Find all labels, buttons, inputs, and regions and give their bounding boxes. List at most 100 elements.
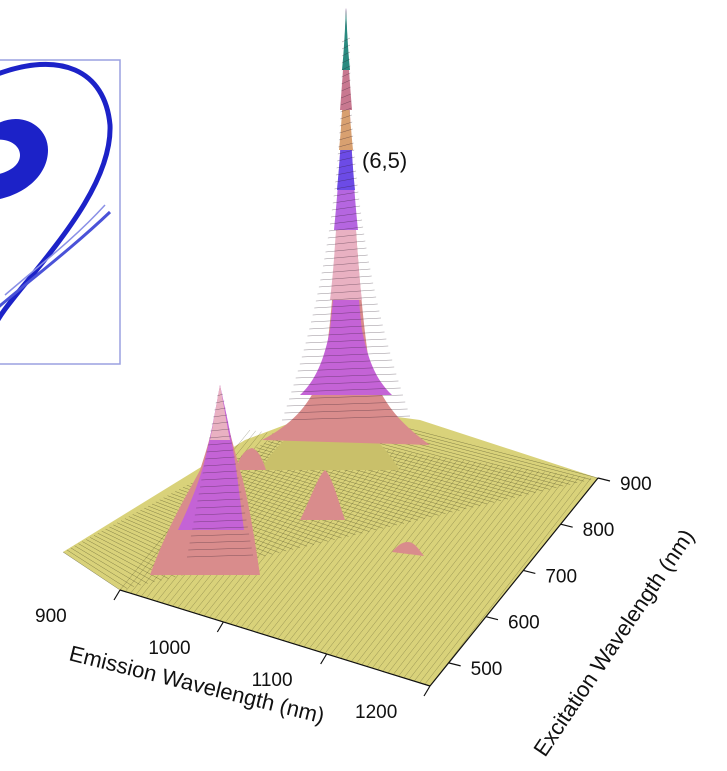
peak-contour-line: [318, 282, 374, 288]
excitation-axis-line: [429, 477, 599, 687]
peak-contour-line: [202, 470, 238, 474]
peak-contour-line: [303, 345, 389, 351]
peak-contour-line: [305, 338, 387, 344]
surface-mesh-line: [214, 444, 355, 620]
peak-contour-line: [309, 324, 383, 330]
peak-contour-line: [341, 86, 351, 92]
surface-mesh-line: [377, 469, 534, 670]
surface-mesh-line: [245, 449, 389, 630]
peak-contour-line: [341, 37, 351, 43]
surface-mesh-line: [219, 445, 361, 622]
peak-contour-line: [326, 240, 366, 246]
surface-mesh-line: [224, 446, 366, 623]
surface-mesh-line: [240, 448, 384, 628]
surface-mesh-line: [345, 464, 499, 661]
bump-3: [236, 448, 266, 470]
peak-contour-line: [194, 512, 246, 516]
peak-contour-line: [284, 408, 408, 414]
surface-mesh-line: [298, 457, 447, 646]
surface-mesh-line: [74, 545, 141, 586]
peak-contour-line: [324, 254, 368, 260]
excitation-tick-label: 700: [545, 566, 577, 587]
excitation-tick-mark: [523, 569, 536, 575]
surface-mesh-line: [398, 472, 557, 677]
secondary-peak-top: [210, 385, 230, 440]
peak-contour-line: [210, 428, 230, 432]
inset-frame: [0, 59, 121, 365]
surface-mesh-line: [308, 459, 459, 649]
surface-mesh-line: [203, 442, 343, 617]
excitation-tick-mark: [560, 523, 573, 528]
excitation-axis-ticks: 500 600 700 800 900: [448, 474, 652, 680]
peak-contour-line: [328, 226, 364, 232]
excitation-tick-label: 900: [620, 474, 652, 495]
surface-mesh-line: [217, 468, 398, 526]
inset-image: [0, 59, 121, 365]
excitation-tick-mark: [448, 662, 461, 667]
excitation-tick-label: 800: [583, 520, 615, 541]
surface-mesh-line: [382, 470, 540, 672]
peak-contour-line: [201, 477, 239, 481]
surface-mesh-line: [414, 475, 574, 682]
peak-contour-line: [325, 247, 367, 253]
excitation-tick-mark: [485, 616, 499, 621]
emission-tick-mark: [320, 653, 328, 665]
peak-contour-line: [299, 359, 393, 365]
peak-contour-line: [341, 44, 351, 50]
bump-1: [300, 470, 345, 520]
peak-contour-line: [341, 51, 351, 57]
peak-contour-line: [338, 142, 354, 148]
emission-tick-label: 1100: [252, 670, 293, 691]
peak-contour-line: [331, 205, 361, 211]
surface-mesh-line: [350, 465, 505, 662]
surface-mesh-line: [372, 468, 528, 669]
peak-contour-line: [214, 407, 226, 411]
surface-mesh-line: [361, 467, 517, 666]
peak-contour-line: [289, 394, 403, 400]
surface-mesh-line: [287, 455, 436, 643]
surface-mesh-line: [419, 476, 580, 683]
peak-contour-line: [334, 184, 358, 190]
surface-mesh-line: [266, 452, 413, 636]
peak-contour-line: [188, 547, 252, 551]
surface-mesh-line: [429, 477, 592, 687]
surface-mesh-line: [356, 466, 511, 664]
peak-contour-line: [317, 289, 375, 295]
peak-contour-line: [312, 310, 380, 316]
peak-contour-line: [339, 121, 353, 127]
peak-contour-line: [186, 554, 254, 558]
surface-mesh-line: [393, 472, 551, 675]
peak-contour-line: [315, 296, 377, 302]
inset-swirl-tail2: [4, 204, 106, 296]
peak-contour-line: [341, 58, 351, 64]
surface-mesh-line: [213, 470, 391, 527]
peak-contour-line: [333, 191, 359, 197]
excitation-axis-title: Excitation Wavelength (nm): [528, 524, 699, 760]
surface-mesh-line: [78, 543, 148, 584]
excitation-tick-mark: [597, 477, 611, 482]
peak-hatch: [186, 37, 411, 558]
peak-contour-line: [215, 400, 225, 404]
peak-contour-line: [323, 261, 369, 267]
peak-contour-line: [307, 331, 385, 337]
peak-contour-line: [310, 317, 382, 323]
peak-contour-line: [286, 401, 406, 407]
peak-contour-line: [190, 533, 250, 537]
peak-contour-line: [336, 163, 356, 169]
emission-tick-mark: [113, 589, 121, 601]
peak-contour-line: [206, 449, 234, 453]
peak-contour-line: [198, 491, 242, 495]
surface-mesh-line: [329, 462, 482, 656]
surface-mesh-line: [282, 455, 430, 641]
surface-mesh-line: [251, 450, 395, 631]
surface-mesh-line: [387, 471, 545, 674]
peak-contour-line: [197, 498, 243, 502]
peak-contour-line: [216, 393, 224, 397]
peak-contour-line: [341, 72, 351, 78]
surface-mesh-line: [66, 549, 128, 589]
surface-mesh-line: [319, 460, 470, 652]
peak-contour-line: [192, 526, 248, 530]
inset-swirl-tail: [0, 210, 112, 308]
peak-contour-line: [338, 135, 354, 141]
